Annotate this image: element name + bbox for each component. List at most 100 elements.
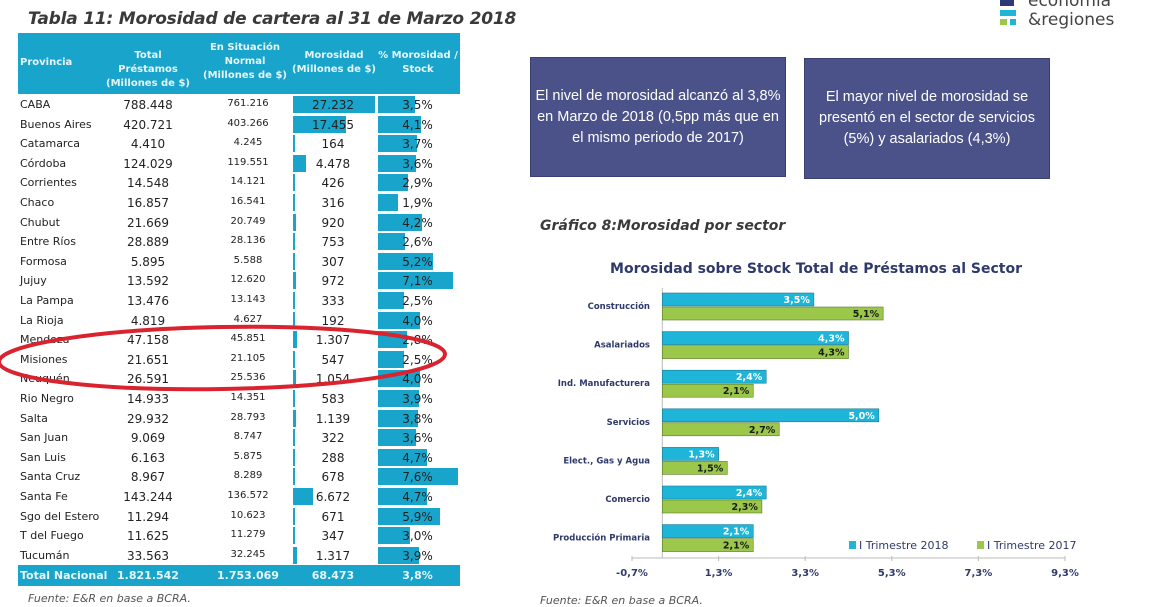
cell-normal: 11.279	[230, 529, 266, 541]
morosidad-bar	[293, 409, 297, 427]
pct-bar	[378, 154, 416, 172]
morosidad-bar	[293, 468, 296, 486]
cell-normal: 21.105	[230, 352, 266, 364]
cell-morosidad: 920	[321, 215, 345, 230]
cell-pct: 3,9%	[402, 392, 433, 406]
x-tick-label: 7,3%	[965, 568, 993, 579]
cell-morosidad: 192	[321, 313, 345, 328]
header-morosidad: Morosidad (Millones de $)	[292, 50, 376, 75]
category-label: Elect., Gas y Agua	[563, 456, 650, 466]
cell-normal: 5.588	[233, 254, 263, 266]
pct-bar	[378, 488, 428, 505]
table-row: Rio Negro 14.933 14.351 583 3,9%	[18, 389, 460, 409]
cell-normal: 45.851	[230, 333, 266, 345]
cell-morosidad: 347	[321, 529, 345, 544]
cell-pct: 5,9%	[402, 509, 433, 524]
cell-morosidad: 4.478	[315, 156, 351, 171]
morosidad-bar	[293, 390, 295, 407]
pct-bar	[378, 468, 458, 486]
table-row: Corrientes 14.548 14.121 426 2,9%	[18, 173, 460, 193]
cell-morosidad: 1.307	[315, 333, 351, 348]
cell-pct: 4,2%	[402, 215, 433, 230]
morosidad-bar	[293, 252, 295, 270]
cell-morosidad: 164	[321, 137, 345, 152]
pct-bar	[378, 194, 398, 211]
cell-pct: 3,6%	[402, 156, 433, 171]
table-row: Chubut 21.669 20.749 920 4,2%	[18, 213, 460, 233]
cell-total: 11.294	[127, 509, 169, 524]
cell-morosidad: 547	[321, 352, 345, 367]
cell-morosidad: 678	[321, 470, 345, 485]
data-label: 2,1%	[723, 386, 750, 397]
cell-total: 4.410	[130, 137, 166, 152]
bar-2017	[662, 499, 763, 514]
legend-label: I Trimestre 2018	[859, 539, 949, 552]
total-row: Total Nacional 1.821.542 1.753.069 68.47…	[18, 565, 460, 586]
pct-bar	[378, 429, 416, 447]
table-row: Entre Ríos 28.889 28.136 753 2,6%	[18, 232, 460, 252]
cell-normal: 28.793	[230, 411, 266, 423]
cell-total: 788.448	[123, 98, 173, 112]
cell-total: 26.591	[127, 372, 169, 387]
cell-pct: 2,5%	[402, 294, 433, 308]
cell-normal: 8.747	[233, 431, 263, 443]
table-title: Tabla 11: Morosidad de cartera al 31 de …	[28, 9, 517, 29]
logo-line1: economía	[1028, 0, 1112, 11]
pct-bar	[378, 115, 422, 133]
data-label: 1,3%	[688, 449, 715, 460]
cell-total: 14.933	[127, 392, 169, 406]
bar-2018	[662, 331, 849, 345]
cell-provincia: Santa Fe	[20, 490, 68, 503]
graph-caption: Gráfico 8:Morosidad por sector	[540, 218, 786, 234]
cell-morosidad: 753	[321, 235, 345, 250]
pct-bar	[378, 546, 419, 564]
cell-provincia: Jujuy	[20, 274, 47, 288]
data-label: 2,3%	[732, 502, 759, 513]
table-row: La Pampa 13.476 13.143 333 2,5%	[18, 291, 460, 311]
header-total-prestamos: Total Préstamos (Millones de $)	[106, 50, 190, 89]
cell-normal: 10.623	[230, 509, 266, 521]
table-row: Córdoba 124.029 119.551 4.478 3,6%	[18, 154, 460, 174]
pct-bar	[378, 390, 419, 407]
cell-morosidad: 1.139	[315, 411, 351, 426]
data-label: 2,1%	[723, 541, 750, 552]
legend-swatch	[849, 541, 856, 549]
morosidad-bar	[293, 154, 307, 172]
header-provincia: Provincia	[20, 57, 73, 68]
cell-normal: 32.245	[230, 548, 266, 560]
cell-pct: 7,6%	[402, 470, 433, 485]
cell-morosidad: 1.317	[315, 548, 351, 563]
cell-provincia: Chubut	[20, 215, 60, 229]
category-label: Comercio	[605, 495, 650, 505]
total-prestamos: 1.821.542	[117, 569, 179, 582]
cell-pct: 2,6%	[402, 235, 433, 250]
table-row: CABA 788.448 761.216 27.232 3,5%	[18, 95, 460, 115]
cell-provincia: Catamarca	[20, 137, 81, 151]
cell-morosidad: 583	[321, 392, 345, 406]
bar-2018	[662, 447, 719, 461]
table-source: Fuente: E&R en base a BCRA.	[28, 592, 191, 605]
cell-provincia: Formosa	[20, 254, 67, 268]
cell-provincia: San Juan	[20, 431, 69, 445]
cell-total: 16.857	[127, 196, 169, 210]
data-label: 5,0%	[848, 411, 875, 422]
bar-2018	[662, 485, 767, 500]
table-row: Catamarca 4.410 4.245 164 3,7%	[18, 134, 460, 154]
category-label: Construcción	[588, 301, 650, 312]
logo-text: economía &regiones	[1028, 0, 1114, 30]
cell-morosidad: 426	[321, 176, 345, 191]
cell-normal: 14.351	[230, 392, 266, 403]
pct-bar	[378, 311, 420, 329]
morosidad-bar	[293, 96, 375, 113]
pct-bar	[378, 174, 409, 192]
chart-title: Morosidad sobre Stock Total de Préstamos…	[610, 261, 1022, 277]
data-label: 2,7%	[749, 425, 776, 436]
cell-pct: 4,7%	[402, 450, 433, 465]
pct-bar	[378, 507, 440, 525]
legend-label: I Trimestre 2017	[987, 539, 1077, 552]
cell-total: 14.548	[127, 176, 169, 191]
data-label: 4,3%	[818, 334, 845, 345]
cell-normal: 12.620	[230, 274, 266, 286]
data-label: 4,3%	[818, 348, 845, 359]
